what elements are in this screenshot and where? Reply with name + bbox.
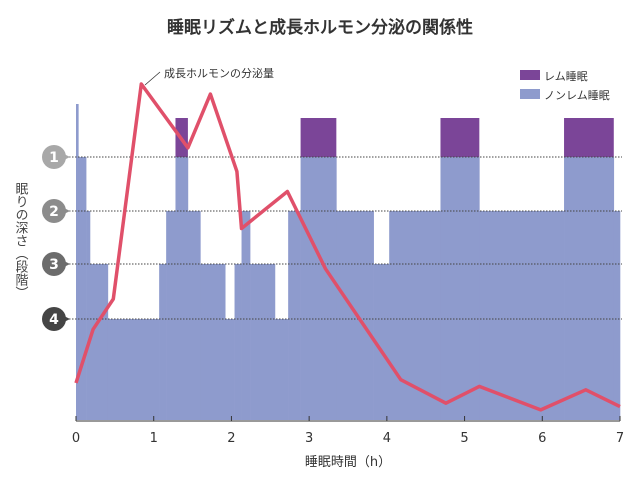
legend-label-nonrem: ノンレム睡眠 bbox=[544, 89, 610, 102]
x-tick-label: 1 bbox=[150, 431, 158, 446]
nonrem-bar bbox=[373, 264, 390, 420]
hormone-annotation: 成長ホルモンの分泌量 bbox=[164, 67, 274, 80]
nonrem-bar bbox=[564, 157, 615, 420]
x-tick-label: 5 bbox=[460, 431, 468, 446]
nonrem-bar bbox=[200, 264, 226, 420]
nonrem-bar bbox=[479, 211, 565, 420]
x-tick-label: 7 bbox=[616, 431, 624, 446]
nonrem-bar bbox=[613, 211, 621, 420]
x-tick-label: 2 bbox=[227, 431, 235, 446]
annotation-leader-line bbox=[144, 71, 161, 86]
depth-level-markers: 1 2 3 4 bbox=[42, 145, 70, 331]
level-marker-circle bbox=[42, 307, 66, 331]
rem-bar bbox=[564, 118, 614, 157]
x-tick-label: 6 bbox=[538, 431, 546, 446]
level-marker-circle bbox=[42, 145, 66, 169]
nonrem-bar bbox=[241, 211, 251, 420]
depth-gridlines bbox=[66, 156, 622, 320]
nonrem-bar bbox=[89, 264, 109, 420]
level-marker-label: 2 bbox=[49, 204, 59, 220]
growth-hormone-line bbox=[74, 82, 621, 412]
level-marker-circle bbox=[42, 252, 66, 276]
level-marker-label: 4 bbox=[49, 312, 59, 328]
nonrem-bar bbox=[159, 264, 167, 420]
x-axis-label: 睡眠時間（h） bbox=[305, 455, 391, 470]
nonrem-bar bbox=[300, 157, 337, 420]
x-tick-label: 0 bbox=[72, 431, 80, 446]
level-marker-label: 3 bbox=[49, 257, 59, 273]
nonrem-bar bbox=[288, 211, 301, 420]
x-tick-label: 3 bbox=[305, 431, 313, 446]
rem-bar bbox=[440, 118, 480, 157]
nonrem-bar bbox=[274, 319, 289, 420]
nonrem-bar bbox=[187, 211, 201, 420]
nonrem-bar bbox=[225, 319, 235, 420]
level-marker-circle bbox=[42, 199, 66, 223]
nonrem-bar bbox=[234, 264, 242, 420]
chart-title: 睡眠リズムと成長ホルモン分泌の関係性 bbox=[167, 17, 473, 38]
legend-label-rem: レム睡眠 bbox=[544, 70, 588, 83]
rem-bar bbox=[300, 118, 337, 157]
nonrem-bar bbox=[86, 211, 91, 420]
nonrem-bar bbox=[76, 104, 79, 420]
nonrem-bar bbox=[440, 157, 480, 420]
sleep-stage-bars bbox=[76, 104, 621, 420]
nonrem-bar bbox=[78, 157, 87, 420]
legend-swatch-rem bbox=[520, 70, 540, 80]
x-tick-label: 4 bbox=[383, 431, 391, 446]
y-axis-label: 眠りの深さ（段階） bbox=[13, 182, 29, 299]
x-axis: 0 1 2 3 4 5 6 7 bbox=[72, 416, 624, 446]
legend-swatch-nonrem bbox=[520, 89, 540, 99]
legend: レム睡眠 ノンレム睡眠 bbox=[520, 70, 610, 102]
level-marker-label: 1 bbox=[49, 150, 59, 166]
nonrem-bar bbox=[175, 157, 189, 420]
nonrem-bar bbox=[250, 264, 276, 420]
nonrem-bar bbox=[107, 319, 160, 420]
nonrem-bar bbox=[166, 211, 176, 420]
